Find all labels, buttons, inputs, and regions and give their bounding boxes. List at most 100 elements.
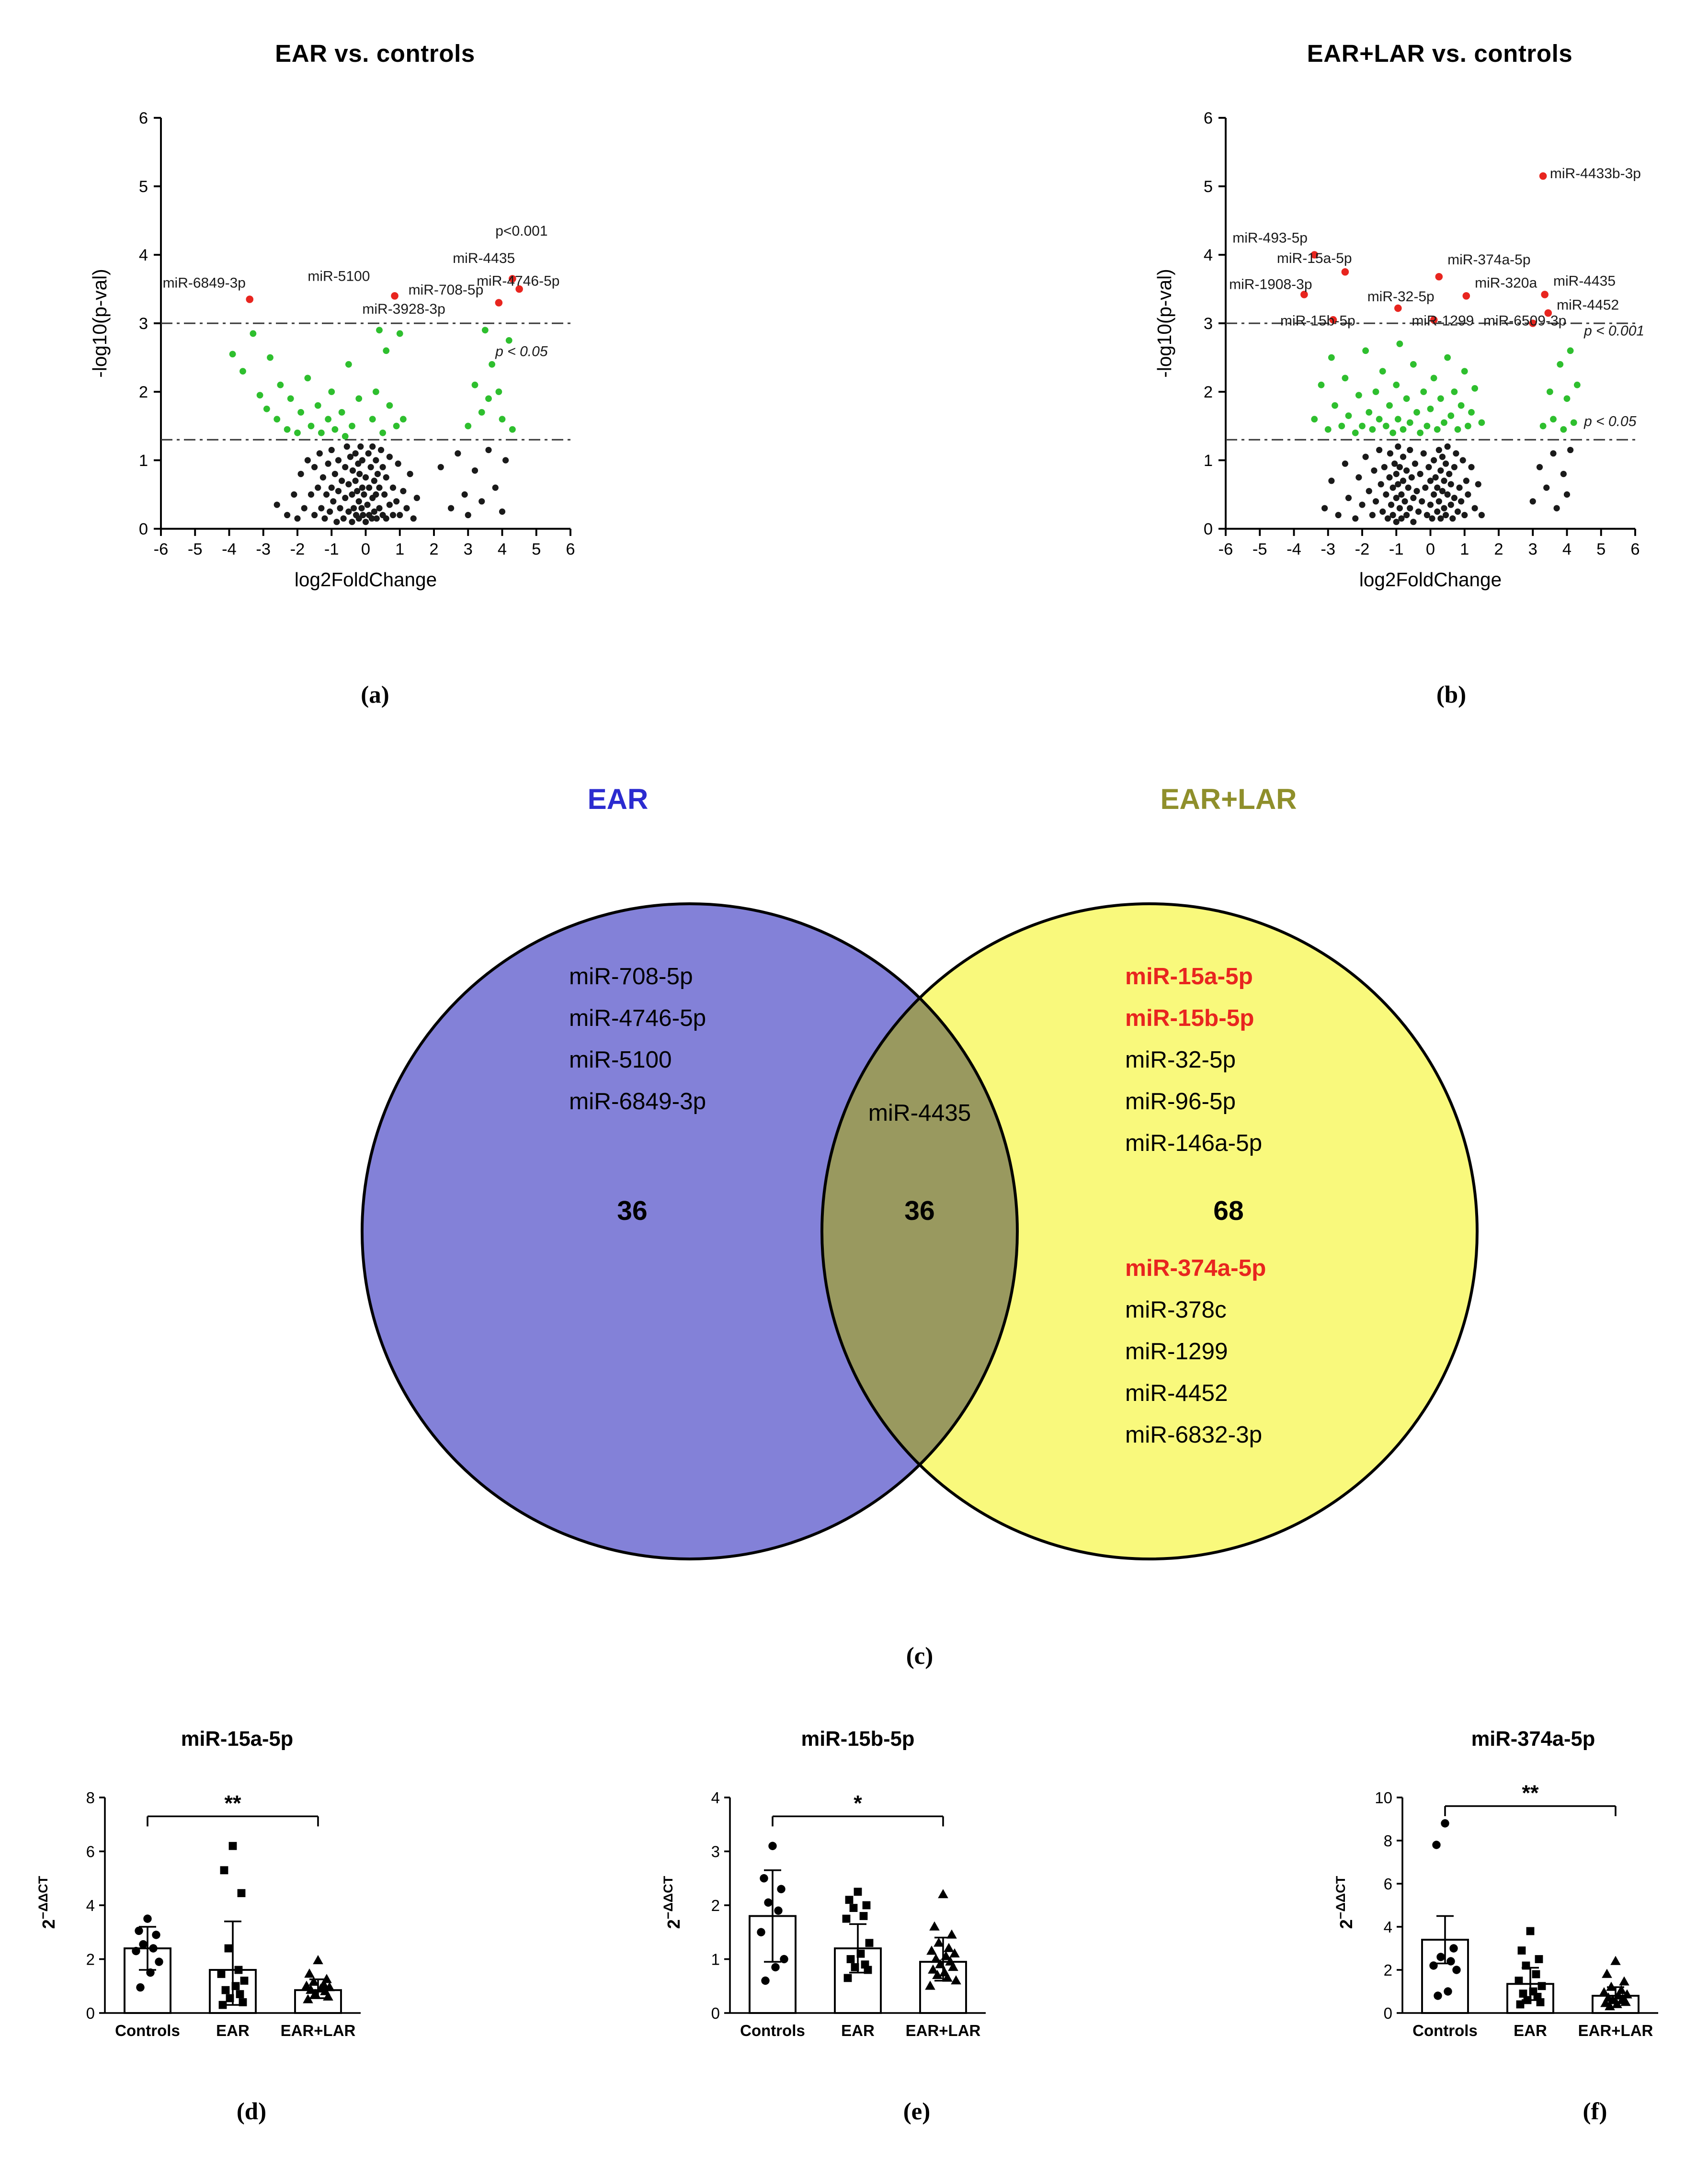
mirna-label: miR-374a-5p — [1447, 252, 1530, 268]
bar-mir374a-title: miR-374a-5p — [1471, 1729, 1595, 1752]
y-label-exponent: −ΔΔCT — [1333, 1876, 1348, 1920]
mirna-label: miR-708-5p — [409, 282, 484, 298]
points-nonsignificant — [273, 443, 509, 525]
venn-earlar-list-top: miR-15a-5p miR-15b-5p miR-32-5p miR-96-5p mi… — [1125, 957, 1262, 1165]
x-tick-label: -6 — [154, 540, 169, 558]
y-label-exponent: −ΔΔCT — [36, 1876, 50, 1920]
bar-chart-mir15a: 0 2 4 6 8 Controls EAR EAR+LAR ** — [86, 1789, 361, 2039]
venn-overlap-region — [822, 998, 1017, 1465]
y-tick-label: 5 — [1204, 178, 1213, 196]
significance-bracket — [147, 1815, 319, 1827]
x-tick-label: 3 — [464, 540, 473, 558]
venn-list-item: miR-378c — [1125, 1297, 1227, 1323]
y-tick-label: 6 — [1204, 109, 1213, 127]
y-tick-label: 4 — [1204, 246, 1213, 264]
group-label: Controls — [1412, 2022, 1478, 2039]
venn-list-item: miR-15a-5p — [1125, 964, 1253, 990]
y-tick-label: 6 — [86, 1843, 95, 1861]
scatter-points — [925, 1889, 961, 1990]
x-tick-label: -1 — [1389, 540, 1404, 558]
points-nonsignificant — [1321, 443, 1574, 525]
significance-label: ** — [1522, 1781, 1539, 1805]
mirna-label: miR-320a — [1475, 275, 1537, 291]
venn-ear-title: EAR — [587, 785, 649, 816]
x-tick-label: -5 — [1253, 540, 1267, 558]
venn-diagram — [361, 902, 1479, 1560]
x-tick-label: 6 — [1630, 540, 1640, 558]
x-tick-label: -5 — [188, 540, 203, 558]
mirna-label: miR-3928-3p — [362, 301, 445, 317]
points-significant — [1311, 341, 1581, 436]
venn-overlap-count: 36 — [904, 1197, 935, 1227]
scatter-points — [1514, 1927, 1546, 2009]
p-value-annotation: p < 0.001 — [1583, 323, 1644, 339]
group-label: Controls — [740, 2022, 805, 2039]
x-axis-label: log2FoldChange — [295, 569, 437, 591]
venn-earlar-circle — [822, 904, 1477, 1559]
mirna-label: miR-32-5p — [1367, 289, 1435, 305]
points-top-labeled — [246, 275, 523, 307]
volcano-plot-ear: -6 -5 -4 -3 -2 -1 0 1 2 3 4 5 6 0 1 2 3 4 5 6 log2FoldChange… — [89, 109, 575, 591]
mirna-label: miR-4433b-3p — [1550, 166, 1641, 182]
y-tick-label: 3 — [1204, 315, 1213, 333]
group-label: EAR+LAR — [1578, 2022, 1653, 2039]
panel-letter-e: (e) — [903, 2098, 931, 2125]
y-axis-label-mir15a: 2−ΔΔCT — [36, 1851, 59, 1954]
scatter-points — [842, 1888, 874, 1982]
venn-list-item: miR-96-5p — [1125, 1089, 1236, 1115]
venn-list-item: miR-5100 — [569, 1047, 672, 1073]
panel-letter-f: (f) — [1583, 2098, 1607, 2125]
venn-earlar-list-bottom: miR-374a-5p miR-378c miR-1299 miR-4452 miR-6… — [1125, 1249, 1266, 1457]
bar-mir15a-title: miR-15a-5p — [181, 1729, 294, 1752]
x-tick-label: -2 — [1355, 540, 1370, 558]
x-tick-label: 0 — [1426, 540, 1435, 558]
y-axis-label: -log10(p-val) — [1153, 269, 1175, 377]
venn-list-item: miR-4746-5p — [569, 1006, 706, 1032]
scatter-points — [1429, 1819, 1461, 2000]
p-value-annotation: p<0.001 — [495, 223, 547, 239]
points-significant — [229, 327, 516, 440]
mirna-label: miR-4435 — [453, 250, 515, 266]
y-label-base: 2 — [664, 1919, 684, 1929]
venn-list-item: miR-374a-5p — [1125, 1256, 1266, 1282]
x-tick-label: -4 — [1287, 540, 1301, 558]
venn-ear-count: 36 — [617, 1197, 648, 1227]
x-tick-label: -2 — [290, 540, 305, 558]
group-label: EAR+LAR — [906, 2022, 981, 2039]
x-axis-label: log2FoldChange — [1359, 569, 1502, 591]
scatter-points — [1599, 1956, 1632, 2011]
volcano-plot-earlar: -6 -5 -4 -3 -2 -1 0 1 2 3 4 5 6 0 1 2 3 4 5 6 log2FoldChange… — [1153, 109, 1644, 591]
x-tick-label: 4 — [498, 540, 507, 558]
y-tick-label: 0 — [1204, 520, 1213, 538]
y-tick-label: 4 — [139, 246, 148, 264]
venn-list-item: miR-4452 — [1125, 1381, 1228, 1407]
x-tick-label: 5 — [1596, 540, 1606, 558]
group-label: Controls — [115, 2022, 180, 2039]
x-tick-label: 2 — [1494, 540, 1503, 558]
x-tick-label: 3 — [1528, 540, 1537, 558]
bar-mir15b-title: miR-15b-5p — [801, 1729, 915, 1752]
panel-letter-b: (b) — [1436, 681, 1467, 708]
significance-label: * — [854, 1791, 862, 1815]
y-tick-label: 4 — [1384, 1918, 1392, 1936]
y-tick-label: 2 — [711, 1897, 720, 1914]
x-tick-label: 4 — [1562, 540, 1571, 558]
y-tick-label: 3 — [139, 315, 148, 333]
scatter-points — [757, 1842, 788, 1985]
y-tick-label: 1 — [711, 1951, 720, 1968]
venn-earlar-count: 68 — [1213, 1197, 1244, 1227]
x-tick-label: -4 — [222, 540, 237, 558]
significance-label: ** — [224, 1791, 241, 1815]
mirna-label: miR-1299 — [1412, 313, 1474, 329]
panel-letter-a: (a) — [361, 681, 389, 708]
y-tick-label: 0 — [711, 2004, 720, 2022]
mirna-label: miR-4452 — [1557, 297, 1619, 313]
venn-ear-circle-outline — [361, 902, 1019, 1560]
group-label: EAR — [1514, 2022, 1547, 2039]
mirna-label: miR-15b-5p — [1280, 313, 1355, 329]
mirna-label: miR-4435 — [1553, 273, 1616, 289]
mirna-label: miR-493-5p — [1232, 230, 1308, 246]
p-value-annotation: p < 0.05 — [1583, 414, 1637, 430]
group-label: EAR+LAR — [281, 2022, 356, 2039]
